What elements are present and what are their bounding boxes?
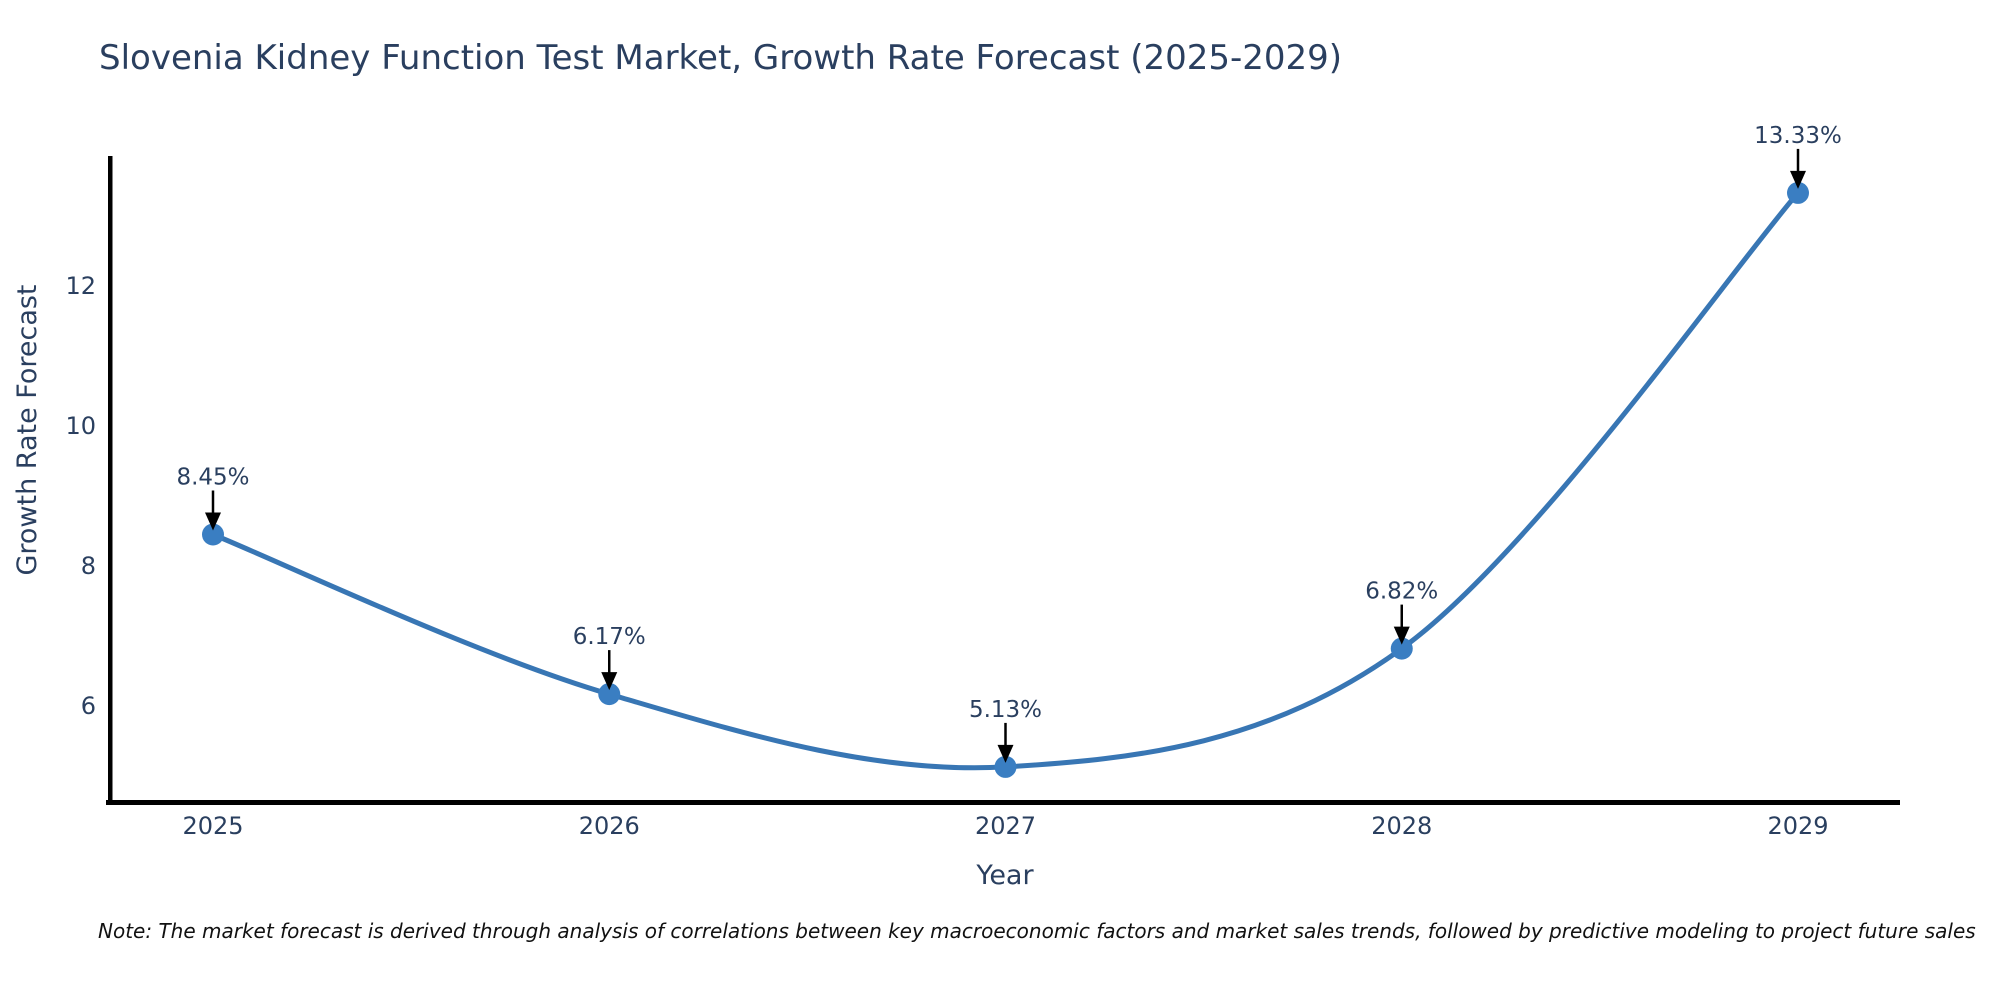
series-line [210,190,1801,771]
y-tick-label: 8 [81,552,96,580]
series-group [202,181,1809,778]
data-point [202,523,224,546]
annotation-arrowhead [997,744,1014,763]
x-tick-label: 2027 [975,812,1036,840]
y-axis-title: Growth Rate Forecast [12,284,43,575]
point-label: 5.13% [969,697,1042,723]
y-tick-label: 6 [81,692,96,720]
x-axis-title: Year [975,860,1034,891]
point-label: 6.82% [1365,579,1438,605]
x-axis-line [106,800,1900,805]
chart-title: Slovenia Kidney Function Test Market, Gr… [99,38,1343,78]
x-tick-label: 2026 [579,812,640,840]
data-point [1787,181,1809,204]
x-axis-tick-labels: 2025 2026 2027 2028 2029 [182,812,1828,840]
y-axis-line [108,156,113,805]
annotation-arrowhead [1393,626,1410,645]
annotation-arrowhead [1790,170,1806,189]
annotations-group: 8.45% 6.17% 5.13% 6.82% 13.33% [176,123,1842,763]
footnote: Note: The market forecast is derived thr… [98,919,1976,943]
annotation-arrowhead [205,512,221,531]
y-tick-label: 10 [65,412,96,440]
x-tick-label: 2025 [182,812,243,840]
y-tick-label: 12 [65,272,96,300]
data-point [994,755,1017,778]
data-point [598,683,621,706]
x-tick-label: 2029 [1767,812,1828,840]
data-point [1390,637,1413,660]
annotation-arrowhead [601,672,618,691]
point-label: 13.33% [1754,123,1842,149]
y-axis-tick-labels: 6 8 10 12 [65,272,96,720]
point-label: 6.17% [573,624,646,650]
point-label: 8.45% [176,465,249,491]
x-tick-label: 2028 [1371,812,1432,840]
